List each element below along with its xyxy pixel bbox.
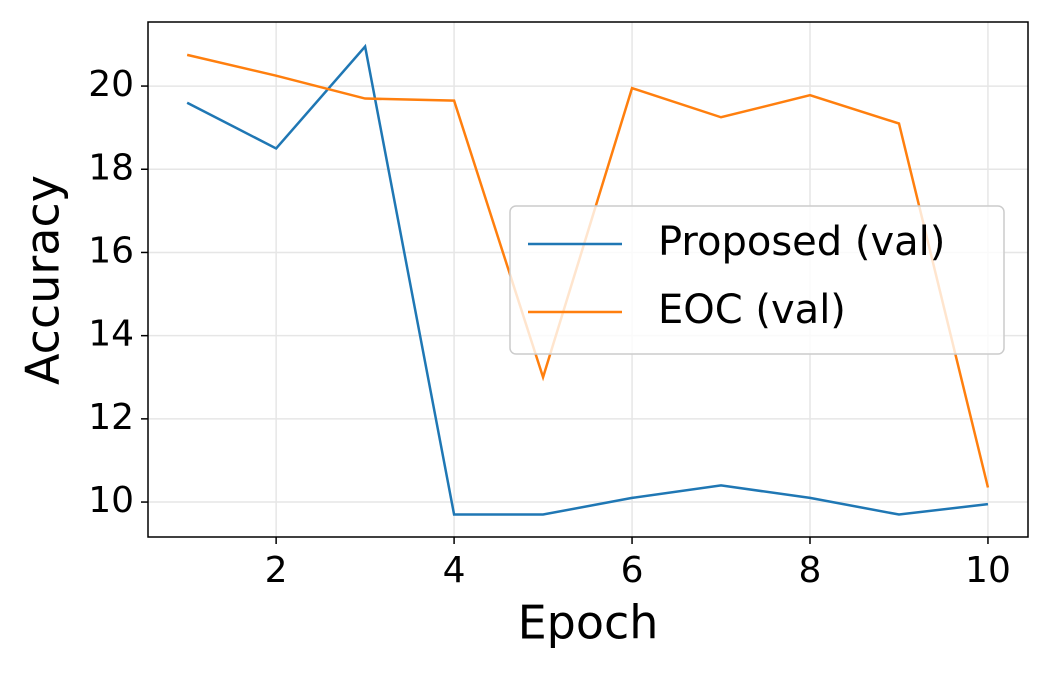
x-axis-label: Epoch xyxy=(518,596,659,650)
y-tick-label: 16 xyxy=(88,230,134,271)
data-line xyxy=(186,43,989,516)
legend-label: EOC (val) xyxy=(658,287,846,333)
legend-label: Proposed (val) xyxy=(658,219,945,265)
plot-frame xyxy=(147,21,1029,538)
y-tick-label: 12 xyxy=(88,397,134,438)
legend: Proposed (val) EOC (val) xyxy=(509,205,1005,355)
x-tick-label: 6 xyxy=(621,550,644,591)
x-tick-label: 10 xyxy=(965,550,1011,591)
legend-box xyxy=(509,205,1005,355)
x-tick-label: 8 xyxy=(799,550,822,591)
y-tick-label: 20 xyxy=(88,64,134,105)
y-tick-label: 18 xyxy=(88,147,134,188)
x-tick-label: 4 xyxy=(443,550,466,591)
x-tick-label: 2 xyxy=(265,550,288,591)
y-tick-label: 10 xyxy=(88,480,134,521)
y-tick-label: 14 xyxy=(88,314,134,355)
y-axis-label: Accuracy xyxy=(16,175,70,385)
